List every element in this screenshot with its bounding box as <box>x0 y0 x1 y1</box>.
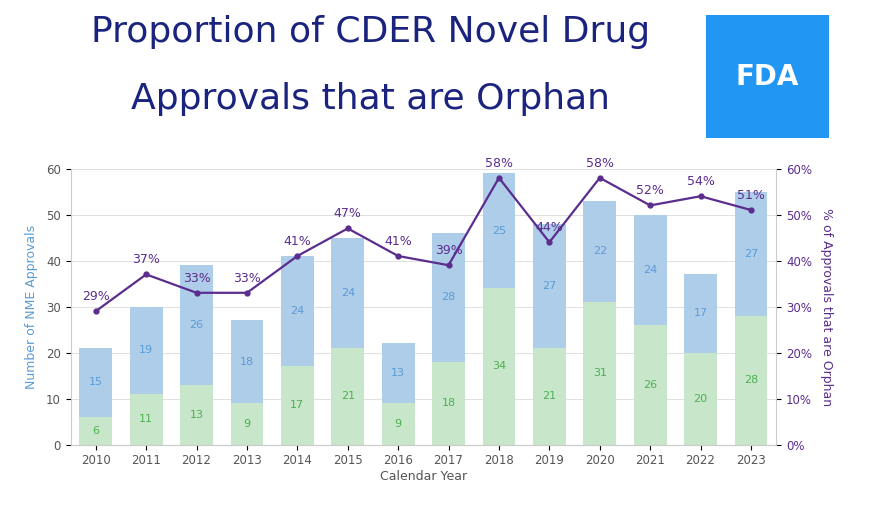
Text: 18: 18 <box>442 398 456 408</box>
Text: 17: 17 <box>290 401 304 410</box>
Bar <box>482 173 515 288</box>
Text: 33%: 33% <box>183 271 211 285</box>
Bar <box>79 348 112 417</box>
Bar <box>130 394 162 445</box>
Text: 28: 28 <box>441 292 456 303</box>
Text: 51%: 51% <box>737 189 765 202</box>
Text: 17: 17 <box>693 309 707 318</box>
Text: 15: 15 <box>89 378 103 387</box>
Text: 21: 21 <box>340 391 355 401</box>
Text: 11: 11 <box>139 414 153 424</box>
Text: 39%: 39% <box>435 244 462 257</box>
Text: 24: 24 <box>290 306 304 316</box>
Bar <box>79 417 112 445</box>
Bar <box>332 238 364 348</box>
Bar <box>130 307 162 394</box>
Text: 13: 13 <box>391 368 405 378</box>
Bar <box>482 288 515 445</box>
Text: 27: 27 <box>744 249 759 259</box>
Text: 6: 6 <box>93 426 100 436</box>
Bar <box>230 320 264 403</box>
Bar <box>332 348 364 445</box>
Text: FDA: FDA <box>736 63 799 90</box>
Bar <box>583 201 617 302</box>
Text: 54%: 54% <box>686 175 714 188</box>
Bar <box>382 343 415 403</box>
Text: 58%: 58% <box>586 156 614 170</box>
Bar <box>180 265 213 385</box>
Legend: Orphan NME Approval, non-Orphan NME Approval, Orphan Drug as % of All Approvals: Orphan NME Approval, non-Orphan NME Appr… <box>77 508 699 511</box>
Bar <box>684 274 717 353</box>
Text: 25: 25 <box>492 226 506 236</box>
Bar <box>533 224 565 348</box>
Text: 21: 21 <box>542 391 557 401</box>
Text: 26: 26 <box>643 380 657 390</box>
Text: 41%: 41% <box>385 235 412 248</box>
Bar <box>230 403 264 445</box>
X-axis label: Calendar Year: Calendar Year <box>380 470 467 483</box>
Bar <box>281 256 314 366</box>
Text: 13: 13 <box>190 410 204 420</box>
Bar <box>634 215 667 325</box>
Text: 34: 34 <box>492 361 506 371</box>
Bar <box>432 233 465 362</box>
Bar <box>735 192 767 316</box>
Text: 28: 28 <box>744 375 759 385</box>
Text: 47%: 47% <box>333 207 362 220</box>
Text: 26: 26 <box>190 320 204 330</box>
Text: 29%: 29% <box>82 290 109 303</box>
Text: 24: 24 <box>340 288 355 298</box>
Text: 31: 31 <box>593 368 607 378</box>
Text: 24: 24 <box>643 265 657 275</box>
Text: Proportion of CDER Novel Drug: Proportion of CDER Novel Drug <box>91 15 650 50</box>
Text: 27: 27 <box>542 281 557 291</box>
Text: 9: 9 <box>394 419 401 429</box>
Bar <box>735 316 767 445</box>
Text: 18: 18 <box>240 357 254 367</box>
Text: 58%: 58% <box>485 156 513 170</box>
Bar <box>382 403 415 445</box>
Bar <box>281 366 314 445</box>
Text: 44%: 44% <box>535 221 564 234</box>
Bar <box>634 325 667 445</box>
Text: 19: 19 <box>139 345 153 355</box>
Text: 9: 9 <box>243 419 250 429</box>
Text: 20: 20 <box>693 393 707 404</box>
Y-axis label: Number of NME Approvals: Number of NME Approvals <box>25 224 38 389</box>
Bar <box>533 348 565 445</box>
Text: 22: 22 <box>593 246 607 257</box>
Y-axis label: % of Approvals that are Orphan: % of Approvals that are Orphan <box>820 207 833 406</box>
Text: 52%: 52% <box>636 184 664 197</box>
Bar <box>180 385 213 445</box>
Bar <box>684 353 717 445</box>
Text: 37%: 37% <box>132 253 161 266</box>
Text: 33%: 33% <box>233 271 261 285</box>
Text: 41%: 41% <box>283 235 311 248</box>
Bar <box>432 362 465 445</box>
Bar <box>583 302 617 445</box>
Text: Approvals that are Orphan: Approvals that are Orphan <box>131 82 610 116</box>
